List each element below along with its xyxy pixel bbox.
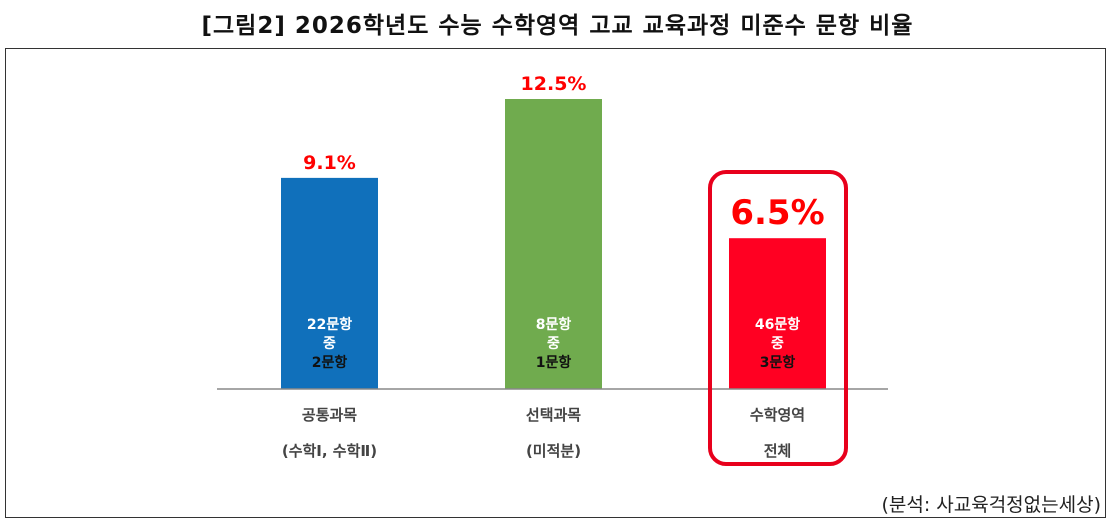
category-label: (수학Ⅰ, 수학Ⅱ) [282,442,377,460]
source-note: (분석: 사교육걱정없는세상) [881,494,1101,516]
value-label: 12.5% [521,73,587,95]
category-label: 수학영역 [750,406,805,424]
chart-title: [그림2] 2026학년도 수능 수학영역 고교 교육과정 미준수 문항 비율 [201,13,914,39]
inner-label: 46문항 [755,316,800,333]
inner-label: 중 [771,336,784,352]
inner-label: 8문항 [536,316,572,333]
category-label: (미적분) [526,442,581,460]
value-label: 6.5% [730,193,824,233]
value-label: 9.1% [303,152,356,174]
bar [281,177,378,389]
inner-label: 22문항 [307,316,352,333]
category-label: 공통과목 [302,406,357,424]
inner-label: 2문항 [312,354,348,371]
highlight-box [708,170,848,466]
chart-frame [5,48,1106,518]
inner-label: 중 [323,336,336,352]
inner-label: 1문항 [536,354,572,371]
category-label: 선택과목 [526,406,581,424]
bar [505,99,602,389]
inner-label: 중 [547,336,560,352]
inner-label: 3문항 [760,354,796,371]
category-label: 전체 [764,442,792,460]
bar [729,238,826,389]
